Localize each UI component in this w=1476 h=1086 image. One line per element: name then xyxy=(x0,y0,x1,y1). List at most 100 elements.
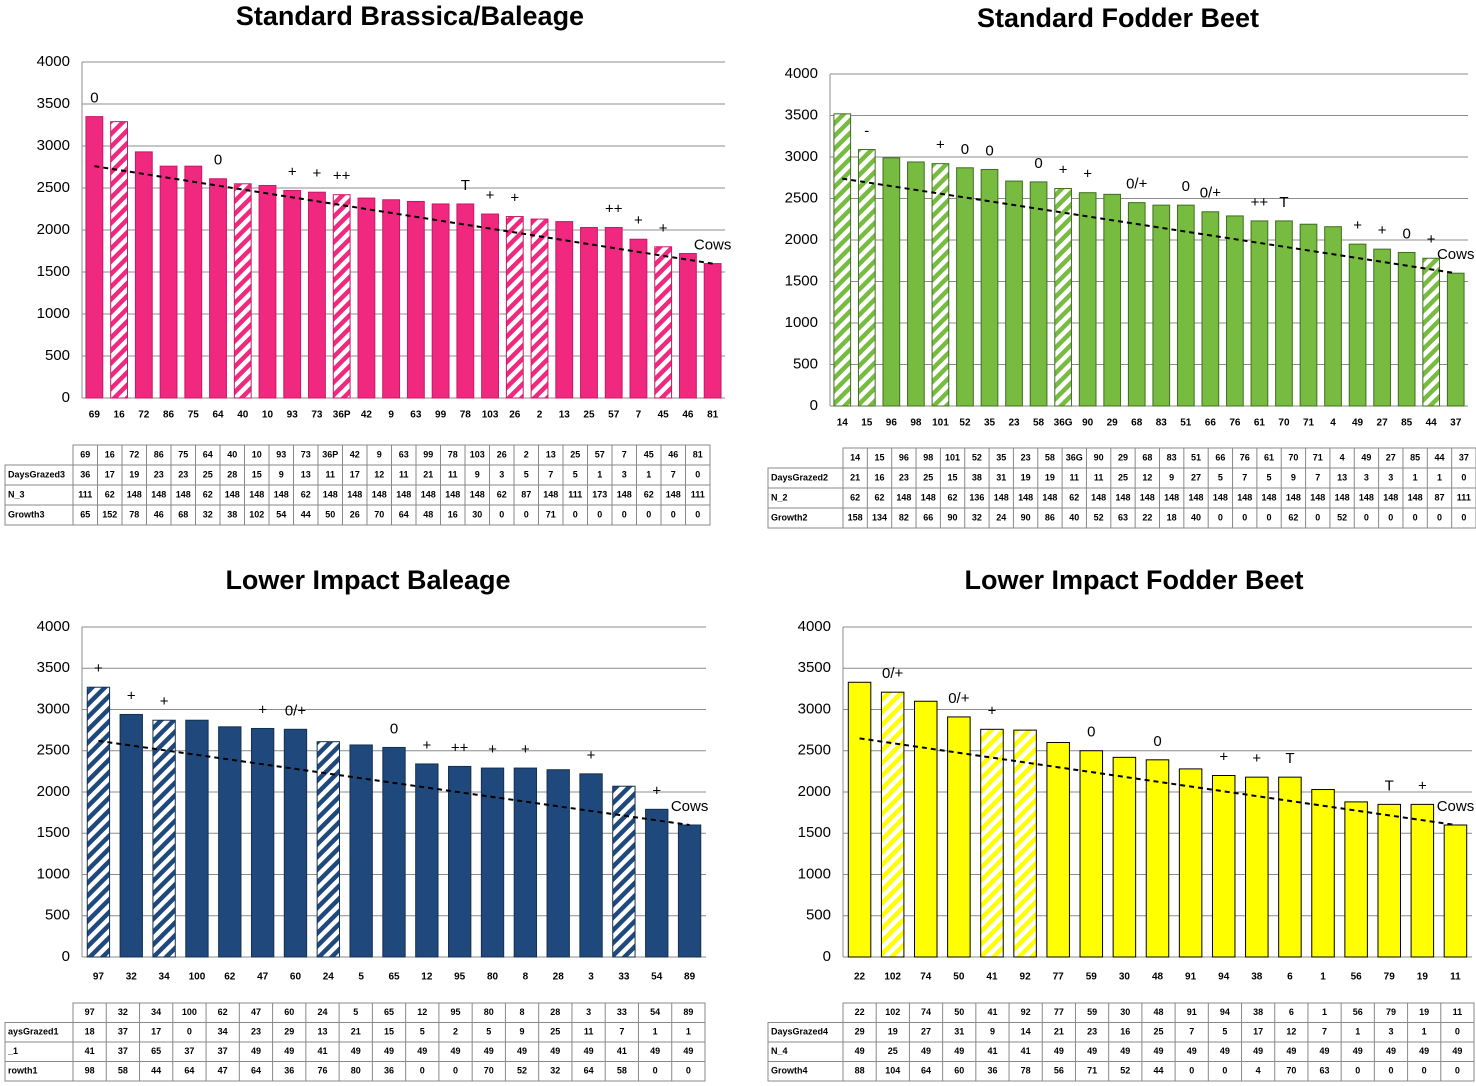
bar xyxy=(1348,243,1367,407)
table-cell: 26 xyxy=(497,449,507,459)
bar xyxy=(678,253,697,399)
table-cell: 23 xyxy=(178,469,188,479)
table-cell: 148 xyxy=(421,489,436,499)
x-tick-label: 80 xyxy=(487,972,499,983)
annotation: ++ xyxy=(333,168,351,185)
table-cell: 148 xyxy=(176,489,191,499)
bar xyxy=(1324,226,1342,407)
table-cell: 31 xyxy=(996,472,1006,482)
table-cell: 52 xyxy=(1337,512,1347,522)
x-tick-label: 91 xyxy=(1185,972,1197,983)
annotation: 0 xyxy=(1402,225,1410,242)
table-cell: 148 xyxy=(994,492,1009,502)
table-cell: 148 xyxy=(225,489,240,499)
x-tick-label: 19 xyxy=(1417,972,1429,983)
x-tick-label: 10 xyxy=(262,410,274,421)
table-cell: 148 xyxy=(1359,492,1374,502)
table-cell: 3 xyxy=(586,1007,591,1017)
table-cell: 25 xyxy=(570,449,580,459)
x-tick-label: 4 xyxy=(1330,418,1336,429)
table-cell: 19 xyxy=(1045,472,1055,482)
x-tick-label: 66 xyxy=(1205,418,1217,429)
table-cell: 0 xyxy=(597,509,602,519)
bar xyxy=(119,713,143,958)
table-cell: 148 xyxy=(323,489,338,499)
table-cell: 12 xyxy=(374,469,384,479)
y-tick-label: 0 xyxy=(62,389,70,406)
x-tick-label: 28 xyxy=(553,972,565,983)
table-cell: 46 xyxy=(154,509,164,519)
table-cell: 32 xyxy=(972,512,982,522)
bar xyxy=(218,726,242,958)
x-tick-label: 23 xyxy=(1008,418,1020,429)
table-cell: 102 xyxy=(249,509,264,519)
bar xyxy=(1152,204,1171,407)
table-cell: 49 xyxy=(284,1046,294,1056)
table-cell: 36 xyxy=(284,1066,294,1076)
x-tick-label: 76 xyxy=(1229,418,1241,429)
table-cell: 0 xyxy=(1355,1066,1360,1076)
table-cell: 92 xyxy=(1021,1007,1031,1017)
table-cell: 18 xyxy=(1167,512,1177,522)
x-tick-label: 98 xyxy=(910,418,922,429)
table-row-label: _1 xyxy=(7,1046,18,1056)
annotation: ++ xyxy=(605,200,623,217)
table-cell: 1 xyxy=(597,469,602,479)
y-tick-label: 0 xyxy=(62,948,70,965)
bar xyxy=(654,246,673,399)
y-tick-label: 0 xyxy=(823,948,831,965)
bar xyxy=(833,113,852,407)
annotation: T xyxy=(1285,750,1294,767)
bar xyxy=(316,741,340,958)
table-cell: 11 xyxy=(325,469,335,479)
table-cell: 0 xyxy=(1388,512,1393,522)
table-cell: 44 xyxy=(301,509,311,519)
annotation: + xyxy=(1378,222,1387,239)
table-cell: 52 xyxy=(1094,512,1104,522)
table-row-label: Growth4 xyxy=(771,1066,808,1076)
bar xyxy=(185,719,209,958)
bar xyxy=(110,121,129,399)
chart-title: Standard Brassica/Baleage xyxy=(236,1,584,31)
table-cell: 16 xyxy=(105,449,115,459)
table-cell: 49 xyxy=(351,1046,361,1056)
bar xyxy=(415,763,439,958)
y-tick-label: 3500 xyxy=(785,106,818,123)
table-cell: 111 xyxy=(568,489,582,499)
table-cell: 23 xyxy=(1087,1027,1097,1037)
table-cell: 148 xyxy=(1140,492,1155,502)
x-tick-label: 81 xyxy=(707,410,719,421)
table-cell: 62 xyxy=(497,489,507,499)
x-tick-label: 65 xyxy=(388,972,400,983)
table-cell: 49 xyxy=(451,1046,461,1056)
table-cell: 23 xyxy=(154,469,164,479)
table-cell: 70 xyxy=(484,1066,494,1076)
table-cell: 173 xyxy=(592,489,607,499)
annotation: + xyxy=(936,137,945,154)
table-cell: 1 xyxy=(1355,1027,1360,1037)
bar xyxy=(1250,220,1269,407)
table-cell: 7 xyxy=(1315,472,1320,482)
table-cell: 103 xyxy=(470,449,485,459)
table-cell: 64 xyxy=(921,1066,931,1076)
table-cell: 48 xyxy=(423,509,433,519)
table-cell: 66 xyxy=(1215,452,1225,462)
table-cell: 148 xyxy=(347,489,362,499)
table-cell: 3 xyxy=(1364,472,1369,482)
table-cell: 49 xyxy=(584,1046,594,1056)
table-cell: 73 xyxy=(301,449,311,459)
table-cell: 148 xyxy=(1164,492,1179,502)
table-cell: 0 xyxy=(671,509,676,519)
annotation: Cows xyxy=(671,798,709,815)
x-tick-label: 36G xyxy=(1054,418,1073,429)
y-tick-label: 1500 xyxy=(785,272,818,289)
annotation: + xyxy=(288,163,297,180)
table-cell: 0 xyxy=(420,1066,425,1076)
x-tick-label: 99 xyxy=(435,410,447,421)
annotation: + xyxy=(634,212,643,229)
bar xyxy=(1410,803,1435,958)
x-tick-label: 46 xyxy=(682,410,694,421)
x-tick-label: 60 xyxy=(290,972,302,983)
table-cell: 148 xyxy=(1383,492,1398,502)
bar xyxy=(1275,220,1293,407)
